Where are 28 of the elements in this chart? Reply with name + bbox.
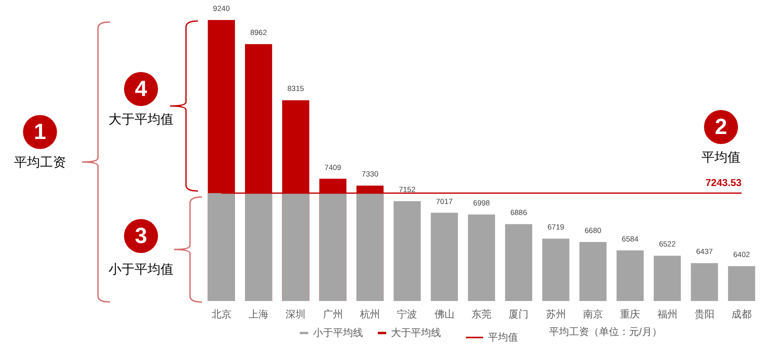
text: 小于平均值 (108, 262, 174, 276)
x-tick-label: 杭州 (359, 308, 380, 320)
x-tick-label: 上海 (248, 308, 269, 320)
annotation: 平均值 (702, 150, 740, 164)
x-tick-label: 成都 (732, 308, 752, 320)
x-tick-label: 重庆 (620, 308, 640, 320)
x-tick-label: 深圳 (286, 308, 306, 320)
text: 平均工资 (14, 154, 66, 170)
x-tick-label: 厦门 (508, 308, 529, 320)
text: 1 (34, 119, 46, 144)
text: 大于平均值 (108, 112, 174, 126)
x-tick-label: 贵阳 (694, 308, 714, 320)
x-tick-label: 东莞 (472, 308, 492, 320)
x-tick-label: 南京 (582, 308, 603, 320)
text: 4 (134, 76, 148, 101)
x-tick-label: 苏州 (546, 308, 566, 320)
text: 平均工资（单位：元/月） (549, 327, 662, 338)
x-tick-label: 宁波 (397, 308, 418, 320)
annotation: 2 (714, 114, 728, 139)
data-label: 7243.53 (705, 178, 742, 190)
legend-label: 大于平均线 (391, 327, 441, 339)
legend-label: 平均值 (488, 332, 518, 344)
legend-label: 小于平均线 (313, 327, 363, 339)
x-tick-label: 北京 (211, 308, 232, 320)
x-tick-label: 福州 (657, 308, 678, 320)
x-tick-label: 广州 (322, 308, 343, 320)
x-tick-label: 佛山 (434, 308, 454, 320)
text: 3 (134, 223, 148, 248)
